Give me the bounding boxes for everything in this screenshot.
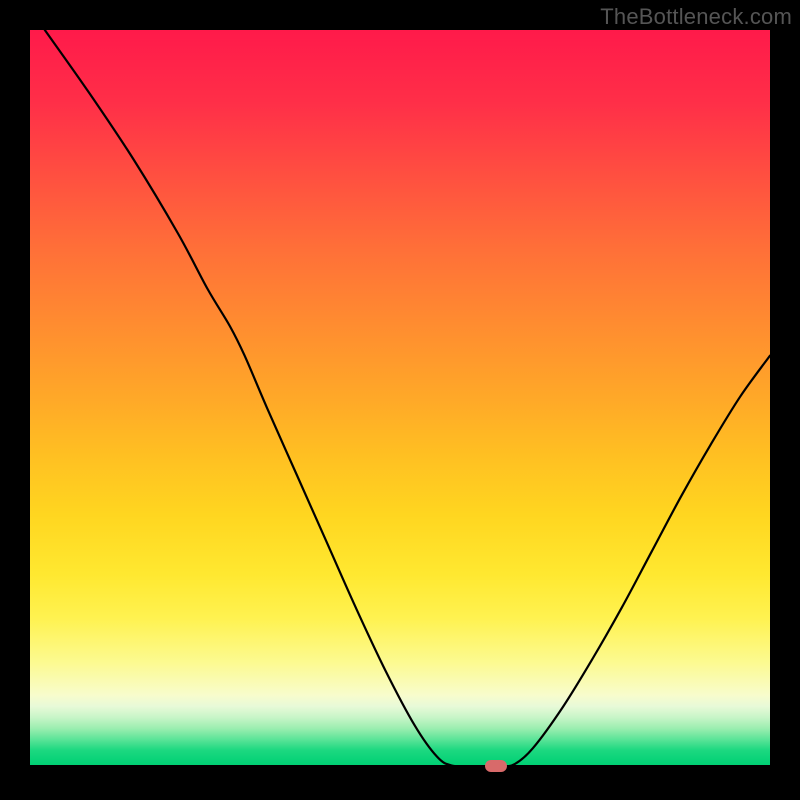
watermark-text: TheBottleneck.com (600, 4, 792, 30)
valley-marker (485, 760, 507, 772)
bottleneck-curve (45, 30, 770, 766)
curve-svg (30, 30, 770, 770)
chart-container: TheBottleneck.com (0, 0, 800, 800)
plot-area (30, 30, 770, 770)
